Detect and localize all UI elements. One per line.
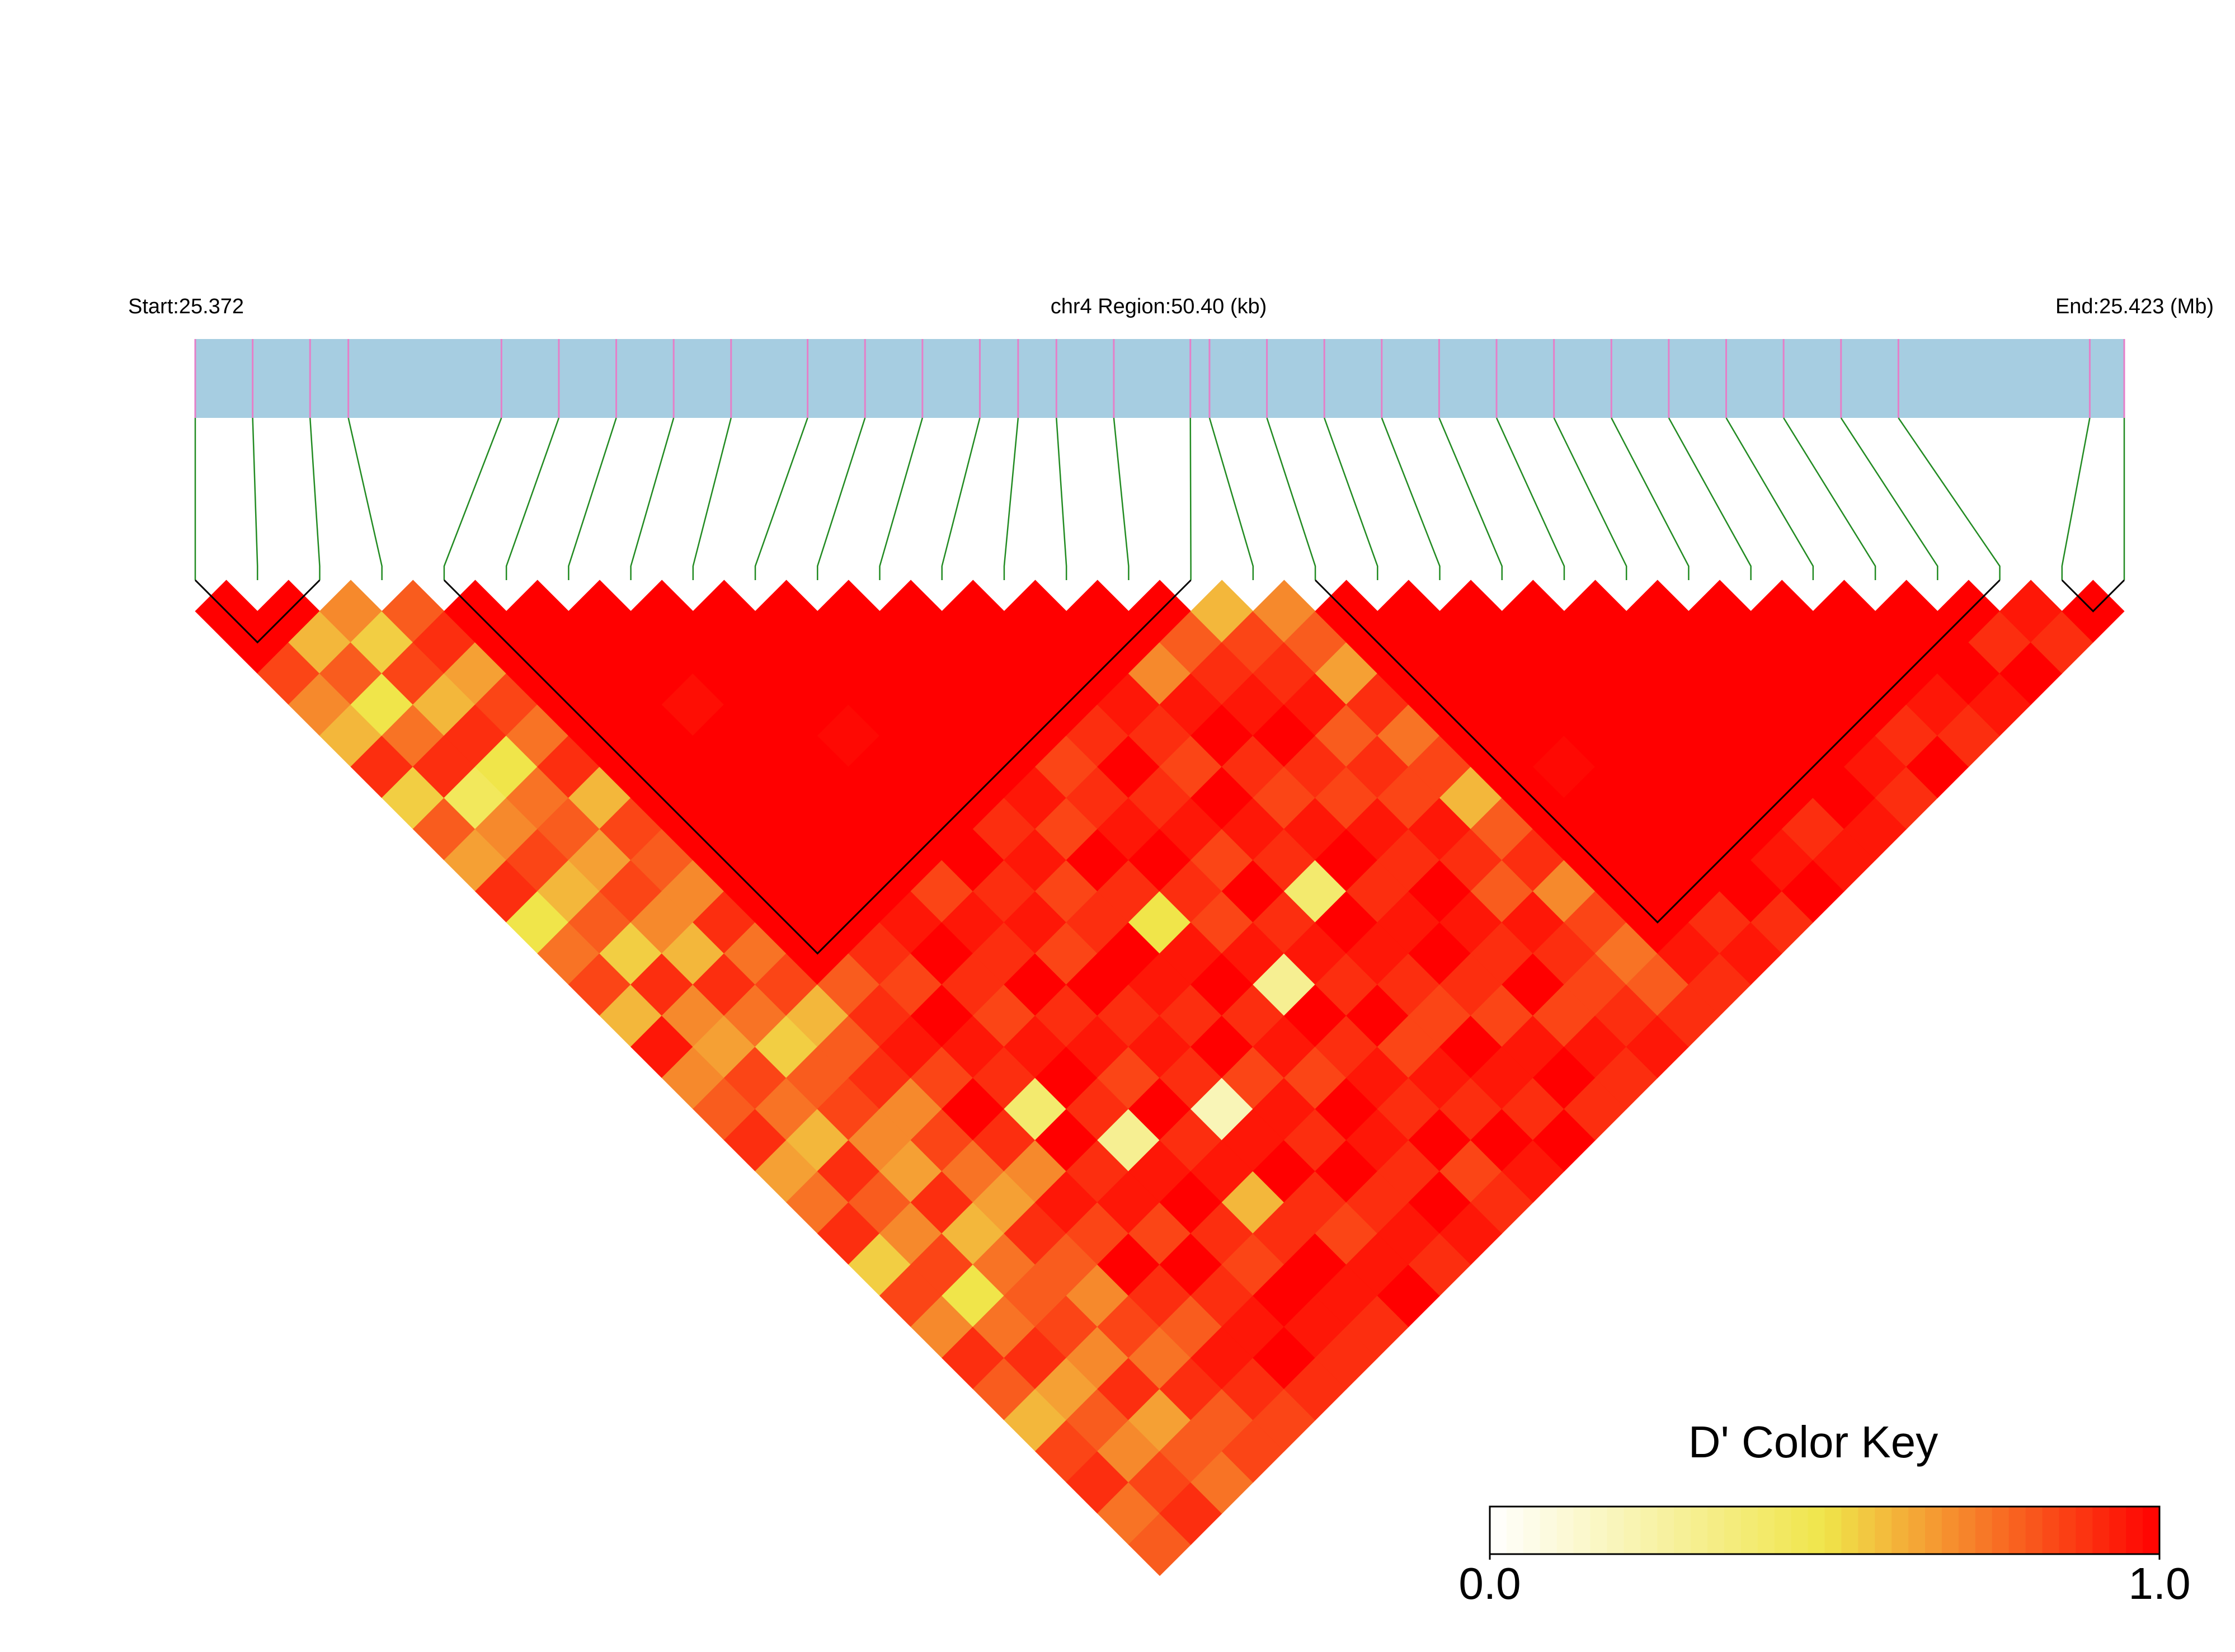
snp-connector	[1003, 417, 1019, 580]
snp-connector	[1668, 417, 1752, 580]
colorbar-swatch	[1573, 1507, 1591, 1554]
colorbar-swatch	[1992, 1507, 2010, 1554]
colorbar-swatch	[1523, 1507, 1541, 1554]
snp-connector	[1611, 417, 1690, 580]
snp-connector	[1208, 417, 1254, 580]
colorbar-swatch	[1941, 1507, 1959, 1554]
snp-connector	[1438, 417, 1503, 580]
colorbar-swatch	[2025, 1507, 2043, 1554]
position-bar	[195, 339, 2124, 418]
colorbar-swatch	[1975, 1507, 1993, 1554]
snp-connector	[568, 417, 617, 580]
colorbar-tick-label: 0.0	[1458, 1559, 1521, 1608]
start-label: Start:25.372	[128, 295, 244, 318]
colorbar-swatch	[1490, 1507, 1507, 1554]
colorbar-swatch	[1841, 1507, 1859, 1554]
snp-connector	[1381, 417, 1441, 580]
colorbar-swatch	[1657, 1507, 1675, 1554]
colorbar-swatch	[2126, 1507, 2144, 1554]
colorbar-swatch	[2076, 1507, 2093, 1554]
snp-connector	[1783, 417, 1876, 580]
snp-connector	[817, 417, 866, 580]
snp-connector	[443, 417, 502, 580]
snp-connector	[1495, 417, 1565, 580]
ld-block	[194, 579, 321, 644]
snp-connector	[505, 417, 560, 580]
colorbar-swatch	[2042, 1507, 2060, 1554]
colorbar-swatch	[1674, 1507, 1692, 1554]
snp-connector	[1113, 417, 1130, 580]
end-label: End:25.423 (Mb)	[2055, 295, 2214, 318]
colorbar-swatch	[1858, 1507, 1876, 1554]
colorbar-swatch	[1958, 1507, 1976, 1554]
region-label: chr4 Region:50.40 (kb)	[1051, 295, 1267, 318]
colorbar-swatch	[2059, 1507, 2077, 1554]
colorbar-swatch	[1540, 1507, 1558, 1554]
colorbar-swatch	[1640, 1507, 1658, 1554]
colorbar-swatch	[1556, 1507, 1574, 1554]
colorbar-swatch	[1757, 1507, 1775, 1554]
colorbar-swatch	[1891, 1507, 1909, 1554]
snp-connector	[1266, 417, 1316, 580]
colorbar-swatch	[1624, 1507, 1641, 1554]
colorbar-swatch	[1691, 1507, 1709, 1554]
snp-connector	[347, 417, 383, 580]
colorbar-swatch	[1908, 1507, 1926, 1554]
ld-block	[2061, 579, 2125, 613]
colorbar-tick-label: 1.0	[2128, 1559, 2190, 1608]
colorbar-swatch	[1607, 1507, 1625, 1554]
snp-connector	[1725, 417, 1814, 580]
snp-connector	[309, 417, 321, 580]
colorbar-swatch	[2109, 1507, 2127, 1554]
colorbar-swatch	[1590, 1507, 1608, 1554]
snp-connector	[2061, 417, 2091, 580]
colorbar-swatch	[1791, 1507, 1809, 1554]
snp-connector	[1553, 417, 1627, 580]
colorbar-swatch	[1925, 1507, 1942, 1554]
snp-connector	[1840, 417, 1938, 580]
snp-connector	[754, 417, 808, 580]
colorbar-swatch	[1707, 1507, 1725, 1554]
snp-connector	[1898, 417, 2001, 580]
colorbar-swatch	[2008, 1507, 2026, 1554]
ld-block	[443, 579, 1192, 955]
colorbar-swatch	[1506, 1507, 1524, 1554]
colorbar-swatch	[2092, 1507, 2110, 1554]
colorbar-title: D' Color Key	[1688, 1417, 1938, 1467]
snp-connector	[941, 417, 981, 580]
snp-connector	[692, 417, 732, 580]
snp-connector	[630, 417, 675, 580]
colorbar-swatch	[1724, 1507, 1742, 1554]
snp-connector	[1056, 417, 1067, 580]
ld-block	[1315, 579, 2001, 924]
snp-connector	[1323, 417, 1378, 580]
colorbar-swatch	[1808, 1507, 1825, 1554]
snp-connector	[252, 417, 258, 580]
colorbar-swatch	[2143, 1507, 2160, 1554]
colorbar-frame	[1489, 1505, 2161, 1555]
snp-connector	[879, 417, 924, 580]
colorbar-swatch	[1740, 1507, 1758, 1554]
colorbar-swatch	[1824, 1507, 1842, 1554]
colorbar-swatch	[1875, 1507, 1893, 1554]
colorbar-swatch	[1774, 1507, 1792, 1554]
